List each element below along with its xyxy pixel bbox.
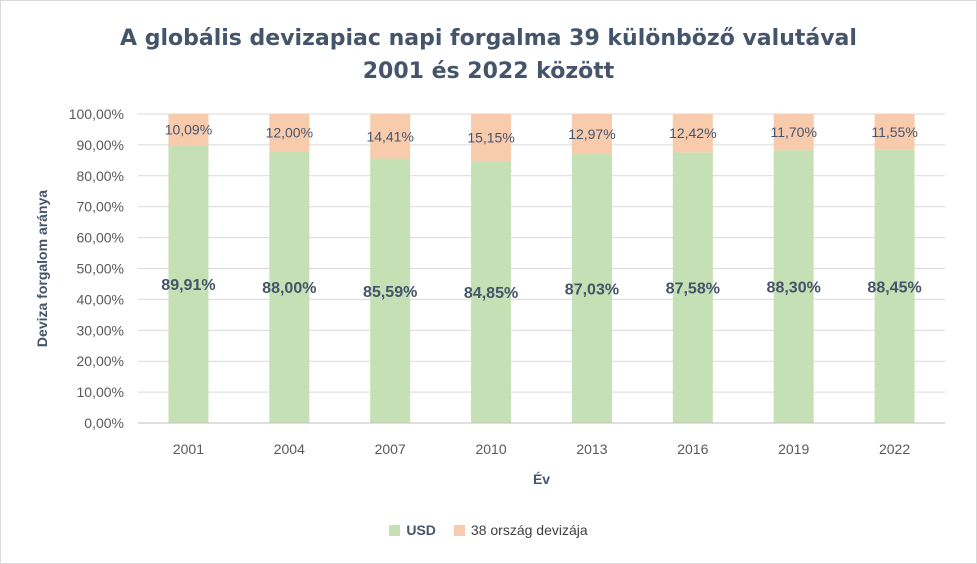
chart-title-line2: 2001 és 2022 között: [362, 59, 615, 84]
y-tick-label: 100,00%: [69, 106, 124, 122]
x-tick-label: 2007: [375, 441, 406, 457]
y-tick-label: 90,00%: [77, 137, 124, 153]
bar-other: [269, 114, 310, 152]
legend-item-usd: USD: [389, 522, 436, 538]
data-label-usd: 89,91%: [161, 277, 215, 294]
data-label-usd: 87,03%: [565, 282, 619, 299]
bar-other: [471, 114, 512, 161]
data-label-usd: 88,45%: [867, 279, 921, 296]
chart-title-line1: A globális devizapiac napi forgalma 39 k…: [120, 26, 857, 51]
data-label-usd: 84,85%: [464, 285, 518, 302]
bar-usd: [471, 160, 512, 423]
y-axis-title: Deviza forgalom aránya: [34, 190, 50, 347]
legend-item-other: 38 ország devizája: [453, 522, 588, 538]
data-label-other: 12,00%: [266, 125, 313, 141]
legend-swatch-usd: [389, 524, 401, 536]
bar-usd: [269, 151, 310, 423]
data-label-other: 10,09%: [165, 122, 212, 138]
y-tick-label: 60,00%: [77, 230, 124, 246]
bar-other: [874, 114, 915, 150]
bar-other: [370, 114, 411, 159]
x-tick-label: 2010: [475, 441, 506, 457]
data-label-usd: 85,59%: [363, 284, 417, 301]
bar-usd: [874, 149, 915, 423]
data-label-usd: 88,00%: [262, 280, 316, 297]
chart-title: A globális devizapiac napi forgalma 39 k…: [0, 22, 977, 88]
x-tick-label: 2016: [677, 441, 708, 457]
data-label-other: 12,42%: [669, 125, 716, 141]
y-tick-label: 20,00%: [77, 353, 124, 369]
bar-other: [672, 114, 713, 153]
y-tick-label: 80,00%: [77, 168, 124, 184]
data-label-usd: 87,58%: [666, 281, 720, 298]
y-tick-label: 70,00%: [77, 199, 124, 215]
data-label-other: 12,97%: [568, 126, 615, 142]
x-tick-label: 2013: [576, 441, 607, 457]
legend-label-other: 38 ország devizája: [470, 522, 588, 538]
chart-legend: USD 38 ország devizája: [0, 522, 977, 538]
y-tick-label: 30,00%: [77, 322, 124, 338]
bar-other: [168, 114, 209, 146]
x-tick-label: 2019: [778, 441, 809, 457]
y-tick-label: 10,00%: [77, 384, 124, 400]
bar-usd: [773, 150, 814, 423]
bar-usd: [571, 154, 612, 423]
data-label-other: 15,15%: [467, 129, 514, 145]
y-tick-label: 50,00%: [77, 261, 124, 277]
y-tick-label: 0,00%: [84, 415, 124, 431]
x-axis-title: Év: [533, 471, 550, 487]
data-label-other: 11,70%: [770, 124, 816, 140]
bar-usd: [370, 158, 411, 423]
bar-other: [571, 114, 612, 155]
x-tick-label: 2001: [173, 441, 204, 457]
y-tick-label: 40,00%: [77, 291, 124, 307]
bar-other: [773, 114, 814, 151]
bar-usd: [672, 152, 713, 423]
x-tick-label: 2004: [274, 441, 305, 457]
bar-usd: [168, 145, 209, 423]
data-label-usd: 88,30%: [767, 280, 821, 297]
legend-label-usd: USD: [406, 522, 436, 538]
data-label-other: 11,55%: [871, 124, 917, 140]
data-label-other: 14,41%: [366, 128, 413, 144]
legend-swatch-other: [453, 524, 465, 536]
x-tick-label: 2022: [879, 441, 910, 457]
